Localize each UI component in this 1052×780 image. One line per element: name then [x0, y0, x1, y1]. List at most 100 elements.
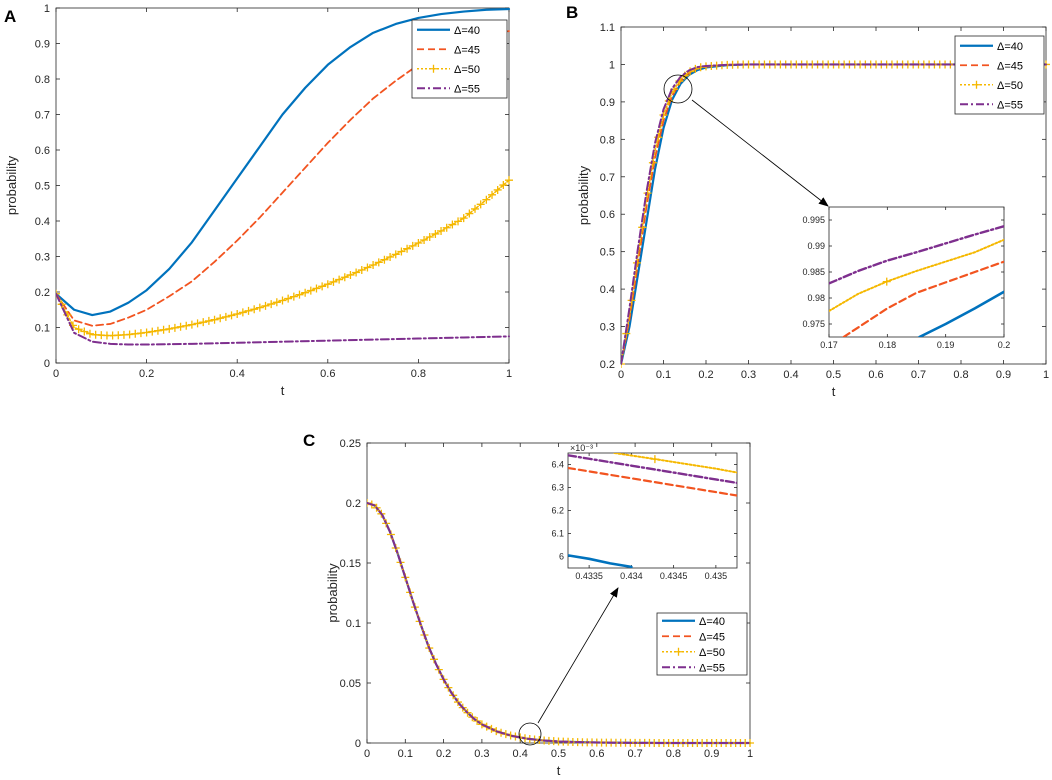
- series-marker: [142, 328, 151, 337]
- panel-b: 0 0.1 0.2 0.3 0.4 0.5 0.6 0.7 0.8 0.9 1 0.2 0.3 0.4 0.…: [566, 3, 1050, 399]
- legend-box: [954, 35, 1045, 115]
- series-marker: [289, 292, 298, 301]
- y-tick-label: 0.7: [35, 110, 50, 122]
- x-axis-label: t: [832, 384, 836, 399]
- series-marker: [216, 314, 225, 323]
- series-marker: [369, 261, 378, 270]
- series-marker: [459, 214, 468, 223]
- series-line-Δ=55: [568, 454, 737, 485]
- series-line-Δ=50: [613, 453, 737, 474]
- y-tick-label: 1.1: [600, 22, 615, 34]
- legend: Δ=40 Δ=45 Δ=50 Δ=55: [411, 19, 508, 99]
- x-tick-label: 0.6: [320, 368, 335, 380]
- legend-box: [656, 612, 748, 676]
- series-marker: [136, 329, 145, 338]
- y-tick-label: 0.995: [802, 215, 825, 225]
- y-tick-label: 6.2: [551, 506, 564, 516]
- series-marker: [56, 289, 60, 298]
- series-marker: [261, 301, 270, 310]
- y-axis-label: probability: [4, 155, 19, 215]
- series-group: [367, 499, 754, 747]
- x-tick-label: 0.19: [937, 340, 955, 350]
- series-marker: [352, 268, 361, 277]
- series-line-Δ=55: [621, 63, 1047, 365]
- series-marker: [210, 315, 219, 324]
- x-tick-label: 0.4345: [660, 571, 688, 581]
- x-tick-label: 0.2: [698, 369, 713, 381]
- legend-marker: [674, 647, 683, 656]
- y-tick-label: 6.3: [551, 483, 564, 493]
- series-marker: [442, 223, 451, 232]
- x-tick-label: 1: [747, 748, 753, 760]
- series-marker: [85, 329, 94, 338]
- series-marker: [465, 209, 474, 218]
- legend-label: Δ=50: [454, 64, 480, 76]
- series-marker: [284, 294, 293, 303]
- x-tick-label: 0.4: [230, 368, 245, 380]
- series-marker: [148, 327, 157, 336]
- panel-label: B: [566, 3, 578, 22]
- series-marker: [448, 220, 457, 229]
- legend: Δ=40 Δ=45 Δ=50 Δ=55: [656, 612, 748, 676]
- series-marker: [227, 311, 236, 320]
- series-marker: [318, 282, 327, 291]
- x-tick-label: 0.7: [911, 369, 926, 381]
- series-marker: [454, 217, 463, 226]
- x-tick-label: 0.9: [996, 369, 1011, 381]
- y-tick-label: 1: [44, 3, 50, 15]
- series-marker: [221, 312, 230, 321]
- x-tick-label: 0.3: [741, 369, 756, 381]
- series-group: [56, 7, 513, 346]
- series-marker: [882, 277, 891, 286]
- y-tick-label: 0.05: [340, 678, 361, 690]
- series-marker: [267, 300, 276, 309]
- series-line-Δ=50: [829, 238, 1004, 312]
- y-tick-label: 6: [559, 552, 564, 562]
- y-tick-label: 0.6: [600, 209, 615, 221]
- series-line-Δ=55: [829, 225, 1004, 285]
- x-tick-label: 0.7: [627, 748, 642, 760]
- series-marker: [244, 306, 253, 315]
- series-marker: [301, 288, 310, 297]
- x-tick-label: 0.8: [666, 748, 681, 760]
- y-axis-label: probability: [576, 165, 591, 225]
- legend-label: Δ=50: [699, 647, 725, 659]
- x-tick-label: 0.8: [953, 369, 968, 381]
- y-tick-label: 0.8: [35, 74, 50, 86]
- x-tick-label: 0.18: [879, 340, 897, 350]
- series-marker: [255, 303, 264, 312]
- y-tick-label: 0.985: [802, 267, 825, 277]
- legend-marker: [972, 80, 981, 89]
- series-marker: [414, 239, 423, 248]
- series-marker: [499, 181, 508, 190]
- x-tick-label: 0.9: [704, 748, 719, 760]
- x-tick-label: 0.434: [620, 571, 643, 581]
- series-marker: [374, 258, 383, 267]
- y-tick-label: 0.4: [35, 216, 50, 228]
- series-marker: [165, 324, 174, 333]
- series-marker: [420, 235, 429, 244]
- series-marker: [176, 322, 185, 331]
- x-tick-label: 0.6: [589, 748, 604, 760]
- series-marker: [632, 258, 641, 267]
- series-marker: [380, 255, 389, 264]
- legend-label: Δ=40: [997, 41, 1023, 53]
- x-tick-label: 0.5: [551, 748, 566, 760]
- y-tick-label: 0.2: [35, 287, 50, 299]
- legend-marker: [429, 64, 438, 73]
- x-tick-label: 0.17: [820, 340, 838, 350]
- x-tick-label: 0: [618, 369, 624, 381]
- y-tick-label: 0.98: [807, 293, 825, 303]
- series-marker: [193, 319, 202, 328]
- panel-a: 0 0.2 0.4 0.6 0.8 1 0 0.1 0.2 0.3 0.4 0.5 0.6 0.7 0.8 0…: [4, 3, 513, 398]
- series-marker: [482, 195, 491, 204]
- series-marker: [493, 185, 502, 194]
- series-marker: [425, 232, 434, 241]
- legend: Δ=40 Δ=45 Δ=50 Δ=55: [954, 35, 1045, 115]
- legend-label: Δ=45: [997, 60, 1023, 72]
- series-line-Δ=45: [842, 260, 1004, 337]
- series-marker: [278, 296, 287, 305]
- legend-label: Δ=40: [454, 25, 480, 37]
- x-tick-label: 0.1: [656, 369, 671, 381]
- series-marker: [204, 316, 213, 325]
